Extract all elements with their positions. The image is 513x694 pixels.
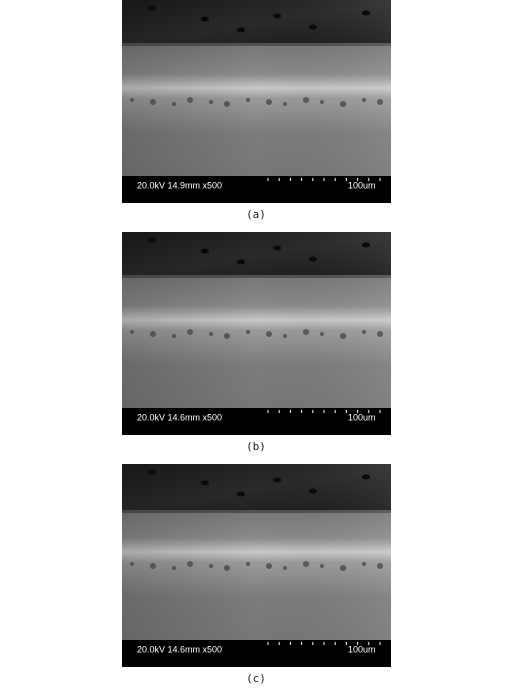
micrograph: 20.0kV 14.9mm x500 100um — [122, 0, 391, 203]
pore — [320, 100, 324, 104]
resin-spot — [201, 248, 209, 254]
resin-spot — [309, 488, 317, 494]
resin-spot — [201, 16, 209, 22]
pore — [172, 334, 176, 338]
pore — [340, 333, 346, 339]
resin-spot — [237, 27, 245, 33]
pore — [130, 330, 134, 334]
pore — [283, 566, 287, 570]
info-text: 20.0kV 14.6mm x500 — [137, 412, 222, 422]
resin-spot — [273, 477, 281, 483]
pore — [362, 330, 366, 334]
pore — [224, 333, 230, 339]
pore — [266, 563, 272, 569]
pore — [209, 100, 213, 104]
pore — [303, 329, 309, 335]
pore — [130, 98, 134, 102]
pore — [283, 102, 287, 106]
shading — [122, 232, 391, 408]
pore — [150, 563, 156, 569]
resin-spot — [273, 13, 281, 19]
resin-spot — [237, 259, 245, 265]
pore — [340, 565, 346, 571]
pore — [377, 563, 383, 569]
pore — [377, 99, 383, 105]
resin-spot — [362, 474, 370, 480]
caption: (a) — [246, 208, 266, 221]
pore — [246, 330, 250, 334]
info-text: 20.0kV 14.9mm x500 — [137, 180, 222, 190]
pore — [246, 98, 250, 102]
pore — [377, 331, 383, 337]
pore — [266, 331, 272, 337]
pore — [266, 99, 272, 105]
pore — [320, 564, 324, 568]
scale-text: 100um — [348, 412, 376, 422]
pore — [303, 97, 309, 103]
resin-spot — [148, 469, 156, 475]
resin-spot — [362, 242, 370, 248]
resin-spot — [309, 256, 317, 262]
resin-spot — [273, 245, 281, 251]
pore — [187, 329, 193, 335]
pore — [187, 561, 193, 567]
pore — [246, 562, 250, 566]
shading — [122, 464, 391, 640]
info-text: 20.0kV 14.6mm x500 — [137, 644, 222, 654]
pore — [209, 332, 213, 336]
scale-text: 100um — [348, 180, 376, 190]
pore — [187, 97, 193, 103]
pore — [130, 562, 134, 566]
pore — [303, 561, 309, 567]
pore — [172, 102, 176, 106]
shading — [122, 0, 391, 176]
caption: (b) — [246, 440, 266, 453]
scale-text: 100um — [348, 644, 376, 654]
micrograph: 20.0kV 14.6mm x500 100um — [122, 464, 391, 667]
resin-spot — [309, 24, 317, 30]
pore — [340, 101, 346, 107]
pore — [362, 98, 366, 102]
pore — [224, 565, 230, 571]
micrograph: 20.0kV 14.6mm x500 100um — [122, 232, 391, 435]
pore — [150, 331, 156, 337]
caption: (c) — [246, 672, 266, 685]
pore — [224, 101, 230, 107]
pore — [150, 99, 156, 105]
pore — [283, 334, 287, 338]
resin-spot — [201, 480, 209, 486]
resin-spot — [148, 5, 156, 11]
resin-spot — [362, 10, 370, 16]
pore — [209, 564, 213, 568]
resin-spot — [148, 237, 156, 243]
pore — [320, 332, 324, 336]
pore — [172, 566, 176, 570]
resin-spot — [237, 491, 245, 497]
pore — [362, 562, 366, 566]
